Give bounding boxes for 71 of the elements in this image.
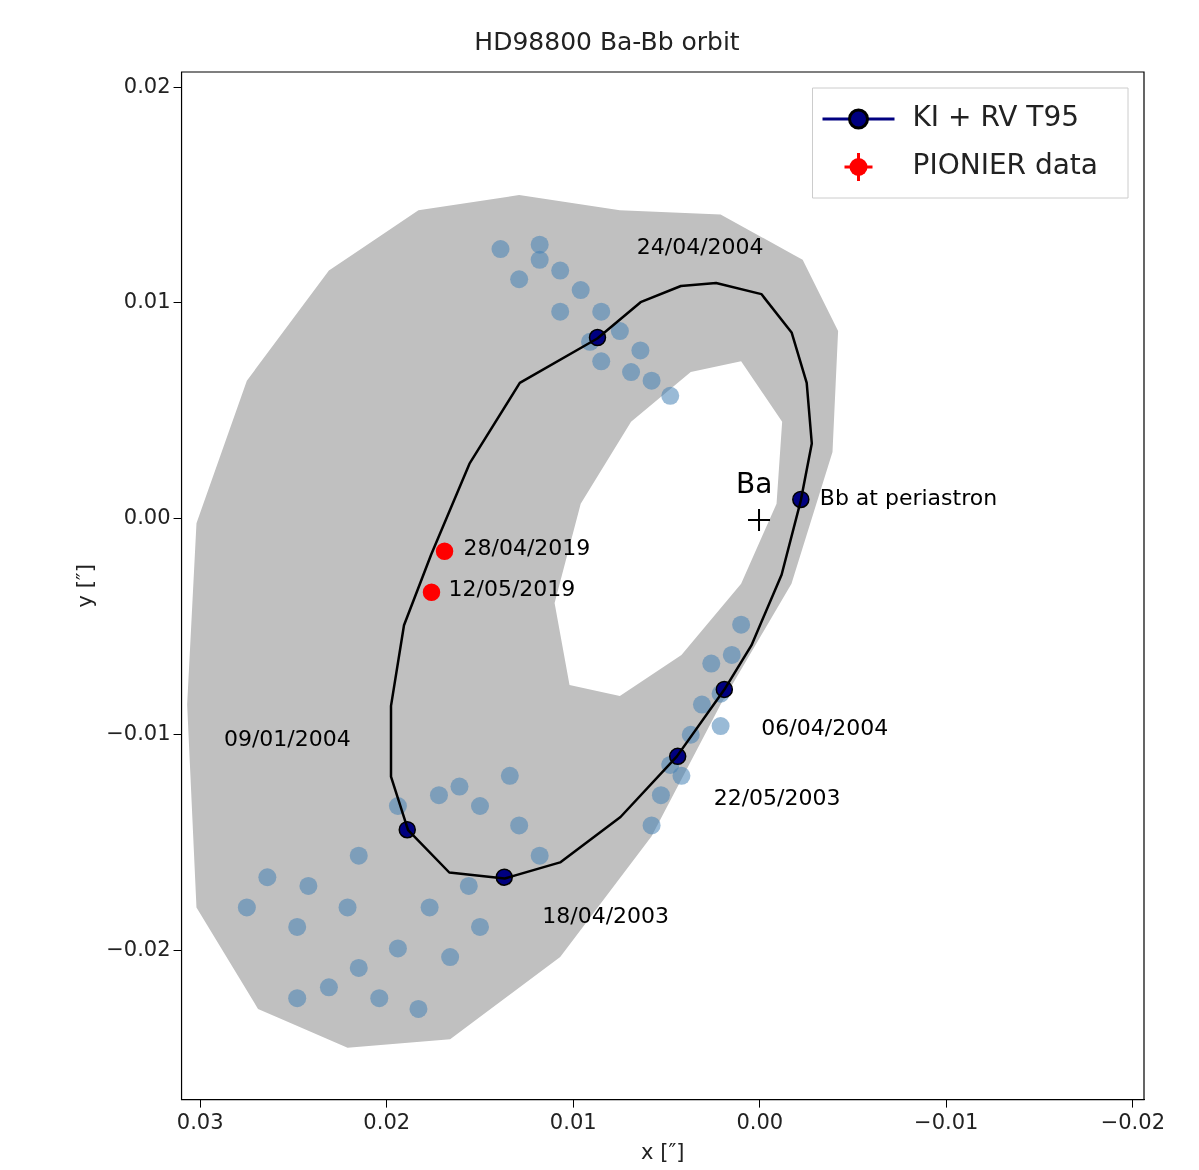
annotation: Ba (735, 467, 773, 501)
point (288, 989, 307, 1008)
y-tick-label: 0.01 (123, 289, 171, 314)
point (722, 645, 741, 664)
point (435, 542, 454, 561)
point (500, 766, 519, 785)
point (429, 786, 448, 805)
point (510, 270, 529, 289)
point (631, 341, 650, 360)
annotation: 09/01/2004 (223, 725, 351, 751)
point (459, 876, 478, 895)
point (642, 816, 661, 835)
y-axis-title: y [″] (73, 564, 98, 608)
point (732, 615, 751, 634)
point (349, 846, 368, 865)
annotation: 06/04/2004 (761, 715, 889, 741)
annotation: 12/05/2019 (448, 576, 576, 601)
point (651, 786, 670, 805)
point (388, 939, 407, 958)
y-tick-label: −0.02 (106, 937, 171, 962)
point (530, 846, 549, 865)
legend-label: PIONIER data (912, 148, 1098, 182)
point (530, 235, 549, 254)
point (510, 816, 529, 835)
point (592, 302, 611, 321)
annotation: 24/04/2004 (636, 234, 764, 260)
x-axis-title: x [″] (641, 1139, 685, 1164)
point (622, 363, 641, 382)
x-tick-label: 0.03 (176, 1109, 224, 1134)
point (441, 948, 460, 967)
annotation: 28/04/2019 (463, 534, 591, 560)
point (409, 999, 428, 1018)
point (571, 281, 590, 300)
y-tick-label: −0.01 (106, 721, 171, 746)
point (349, 958, 368, 977)
point (642, 371, 661, 390)
point (370, 989, 389, 1008)
legend-label: KI + RV T95 (912, 100, 1080, 134)
annotation: Bb at periastron (819, 485, 998, 511)
point (237, 898, 256, 917)
x-tick-label: 0.02 (363, 1109, 411, 1134)
x-tick-label: −0.01 (914, 1109, 979, 1134)
point (491, 240, 510, 259)
point (672, 766, 691, 785)
point (288, 917, 307, 936)
point (299, 876, 318, 895)
point (711, 717, 730, 736)
annotation: 18/04/2003 (542, 902, 670, 928)
point (258, 868, 277, 887)
point (661, 386, 680, 405)
point (338, 898, 357, 917)
point (530, 250, 549, 269)
point (610, 322, 629, 341)
point (551, 261, 570, 280)
point (450, 777, 469, 796)
annotation: 22/05/2003 (713, 785, 841, 811)
point (551, 302, 570, 321)
point (420, 898, 439, 917)
point (592, 352, 611, 371)
y-tick-label: 0.02 (123, 73, 171, 98)
chart-title: HD98800 Ba-Bb orbit (474, 26, 740, 56)
point (422, 583, 441, 602)
x-tick-label: 0.01 (549, 1109, 597, 1134)
point (470, 917, 489, 936)
y-tick-label: 0.00 (123, 505, 171, 530)
point (470, 797, 489, 815)
point (702, 654, 721, 673)
point (692, 695, 711, 714)
x-tick-label: 0.00 (736, 1109, 784, 1134)
point (319, 978, 338, 997)
x-tick-label: −0.02 (1100, 1109, 1165, 1134)
